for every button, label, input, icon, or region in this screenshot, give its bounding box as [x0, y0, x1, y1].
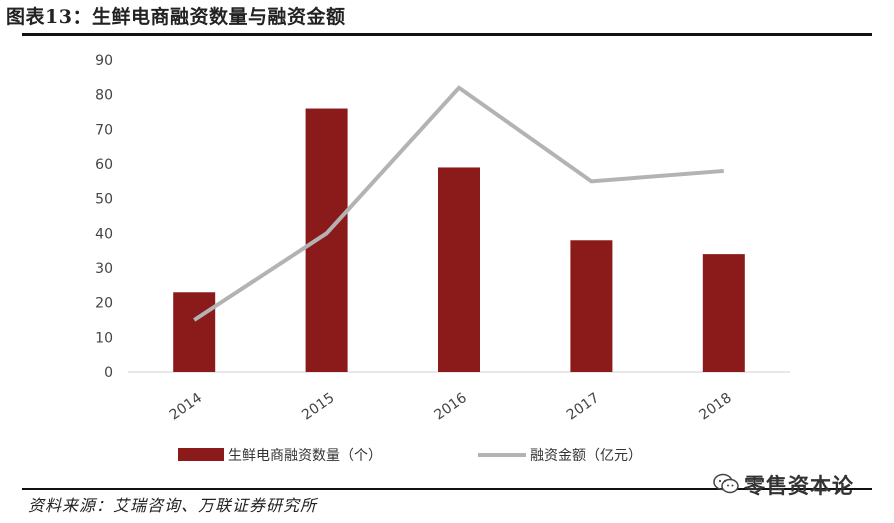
- x-tick-label: 2018: [696, 390, 734, 424]
- wechat-icon: [713, 473, 739, 494]
- x-tick-label: 2014: [167, 390, 205, 424]
- bar: [570, 240, 613, 372]
- bar: [305, 108, 348, 373]
- y-tick-label: 90: [95, 53, 113, 69]
- y-tick-label: 70: [95, 122, 113, 138]
- y-tick-label: 20: [95, 296, 113, 312]
- y-tick-label: 30: [95, 261, 113, 277]
- source-note: 资料来源：艾瑞咨询、万联证券研究所: [28, 496, 318, 515]
- chart-title: 图表13：生鲜电商融资数量与融资金额: [6, 6, 346, 28]
- x-tick-label: 2017: [564, 390, 602, 424]
- series-line: [193, 85, 724, 322]
- legend-label-line: 融资金额（亿元）: [530, 448, 642, 464]
- bar: [173, 292, 216, 372]
- y-tick-label: 80: [95, 88, 113, 104]
- title-divider: [22, 33, 872, 36]
- y-tick-label: 40: [95, 226, 113, 242]
- x-tick-label: 2015: [299, 390, 337, 424]
- x-tick-label: 2016: [432, 390, 470, 424]
- footer-divider: [22, 488, 872, 490]
- bar: [702, 254, 745, 372]
- y-tick-label: 60: [95, 157, 113, 173]
- legend: 生鲜电商融资数量（个） 融资金额（亿元）: [178, 448, 642, 464]
- y-axis-ticks: 0 10 20 30 40 50 60 70 80 90: [95, 53, 113, 381]
- x-axis: 2014 2015 2016 2017 2018: [128, 371, 790, 424]
- bar: [438, 167, 480, 372]
- y-tick-label: 10: [95, 330, 113, 346]
- watermark-text: 零售资本论: [744, 474, 854, 498]
- bar-series: [173, 108, 745, 373]
- line-series: [193, 85, 724, 322]
- y-tick-label: 50: [95, 192, 113, 208]
- legend-swatch-bar: [178, 448, 224, 461]
- legend-label-bar: 生鲜电商融资数量（个）: [228, 448, 382, 464]
- y-tick-label: 0: [104, 365, 113, 381]
